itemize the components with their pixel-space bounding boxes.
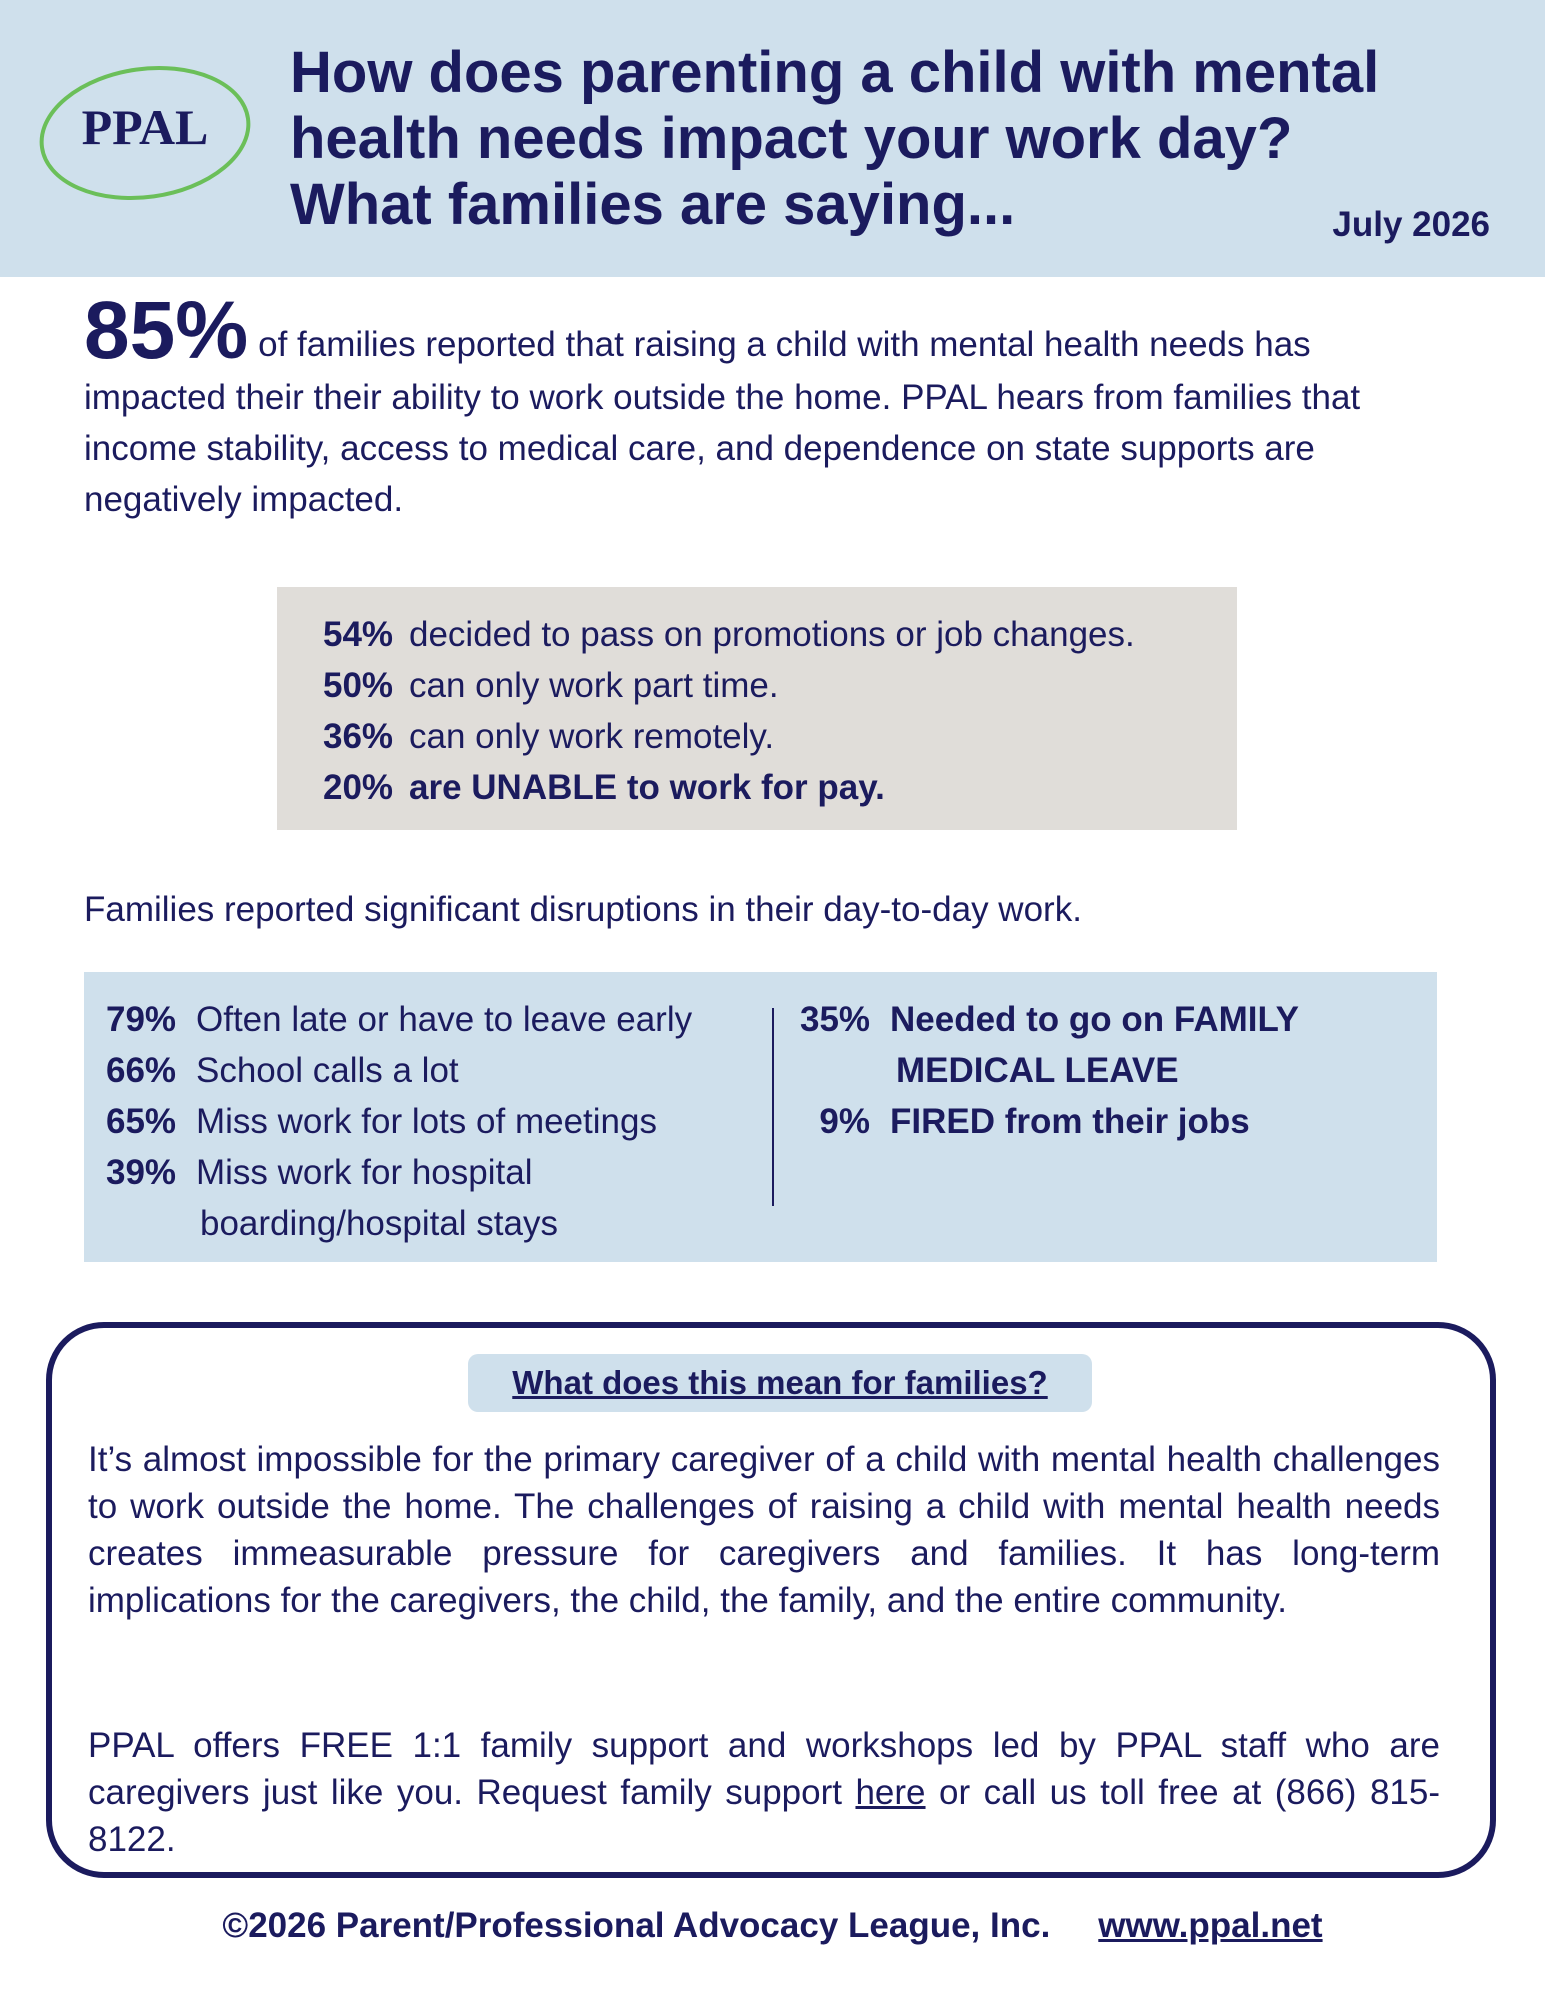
disruption-percent: 35% xyxy=(800,1000,871,1039)
disruption-row: 65% Miss work for lots of meetings xyxy=(106,1096,746,1147)
column-divider xyxy=(772,1008,774,1206)
disruption-percent: 39% xyxy=(106,1153,177,1192)
disruption-percent: 66% xyxy=(106,1051,177,1090)
ppal-logo-ring-icon: PPAL xyxy=(39,65,251,201)
disruptions-right-column: 35% Needed to go on FAMILY MEDICAL LEAVE … xyxy=(800,994,1400,1147)
stat-text: decided to pass on promotions or job cha… xyxy=(409,615,1135,654)
stat-percent: 50% xyxy=(323,666,394,705)
card-paragraph: PPAL offers FREE 1:1 family support and … xyxy=(88,1722,1440,1863)
title-line: health needs impact your work day? xyxy=(290,106,1293,171)
copyright-text: ©2026 Parent/Professional Advocacy Leagu… xyxy=(222,1906,1051,1945)
disruption-row: 39% Miss work for hospital xyxy=(106,1147,746,1198)
stat-percent: 54% xyxy=(323,615,394,654)
disruption-percent: 79% xyxy=(106,1000,177,1039)
stat-percent: 20% xyxy=(323,768,394,807)
header-banner: PPAL How does parenting a child with men… xyxy=(0,0,1545,277)
disruption-text: Needed to go on FAMILY xyxy=(890,1000,1299,1039)
disruption-text: boarding/hospital stays xyxy=(200,1204,558,1243)
intro-paragraph: 85% of families reported that raising a c… xyxy=(84,290,1444,525)
disruption-percent: 65% xyxy=(106,1102,177,1141)
request-support-link[interactable]: here xyxy=(855,1773,926,1812)
disruptions-box: 79% Often late or have to leave early 66%… xyxy=(84,972,1437,1262)
disruption-row-continued: MEDICAL LEAVE xyxy=(800,1045,1400,1096)
work-stat-row: 36% can only work remotely. xyxy=(323,711,1237,762)
disruption-text: MEDICAL LEAVE xyxy=(896,1051,1179,1090)
footer: ©2026 Parent/Professional Advocacy Leagu… xyxy=(0,1906,1545,1946)
intro-text: of families reported that raising a chil… xyxy=(84,325,1361,519)
title-line: How does parenting a child with mental xyxy=(290,40,1380,105)
disruption-text: Miss work for lots of meetings xyxy=(196,1102,657,1141)
work-stat-row: 20% are UNABLE to work for pay. xyxy=(323,762,1237,813)
card-paragraph: It’s almost impossible for the primary c… xyxy=(88,1440,1440,1620)
stat-percent: 36% xyxy=(323,717,394,756)
support-text: PPAL offers FREE 1:1 family support and … xyxy=(88,1726,1440,1812)
website-link[interactable]: www.ppal.net xyxy=(1098,1906,1323,1945)
disruption-row: 9% FIRED from their jobs xyxy=(800,1096,1400,1147)
disruption-row: 35% Needed to go on FAMILY xyxy=(800,994,1400,1045)
page-title: How does parenting a child with mental h… xyxy=(290,40,1390,238)
disruptions-lead-text: Families reported significant disruption… xyxy=(84,890,1082,929)
publication-date: July 2026 xyxy=(1332,205,1490,244)
disruption-percent: 9% xyxy=(819,1102,870,1141)
logo-text: PPAL xyxy=(82,99,209,155)
card-title: What does this mean for families? xyxy=(468,1354,1092,1412)
headline-stat: 85% xyxy=(84,285,249,376)
disruption-text: Miss work for hospital xyxy=(196,1153,533,1192)
disruption-row: 66% School calls a lot xyxy=(106,1045,746,1096)
work-stat-row: 54% decided to pass on promotions or job … xyxy=(323,609,1237,660)
title-line: What families are saying... xyxy=(290,172,1016,237)
disruption-text: FIRED from their jobs xyxy=(890,1102,1250,1141)
disruption-text: School calls a lot xyxy=(196,1051,459,1090)
work-stats-box: 54% decided to pass on promotions or job … xyxy=(277,587,1237,830)
disruption-row: 79% Often late or have to leave early xyxy=(106,994,746,1045)
meaning-card: What does this mean for families? It’s a… xyxy=(46,1322,1496,1878)
stat-text: can only work part time. xyxy=(409,666,779,705)
disruption-row-continued: boarding/hospital stays xyxy=(106,1198,746,1249)
stat-text: are UNABLE to work for pay. xyxy=(409,768,885,807)
disruption-text: Often late or have to leave early xyxy=(196,1000,693,1039)
ppal-logo: PPAL xyxy=(36,62,254,204)
work-stat-row: 50% can only work part time. xyxy=(323,660,1237,711)
stat-text: can only work remotely. xyxy=(409,717,775,756)
disruptions-left-column: 79% Often late or have to leave early 66%… xyxy=(106,994,746,1249)
support-text: or call us toll free at (866) 815-8122. xyxy=(88,1773,1440,1859)
